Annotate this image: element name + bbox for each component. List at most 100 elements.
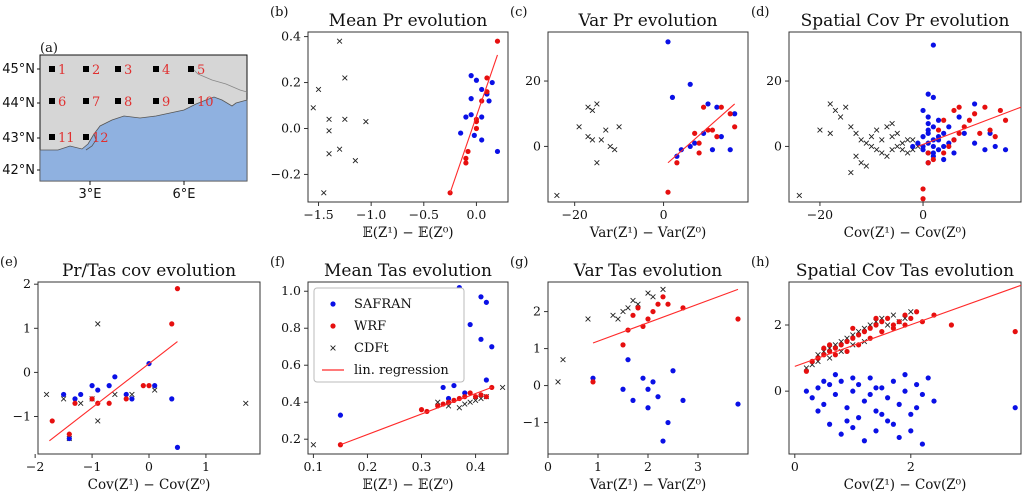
safran-point — [95, 387, 101, 393]
wrf-point — [902, 312, 908, 318]
safran-point — [890, 421, 897, 427]
safran-point — [670, 368, 676, 374]
x-tick-label: 0.0 — [466, 207, 486, 222]
cdft-point — [499, 384, 506, 391]
legend-label: SAFRAN — [354, 297, 412, 312]
wrf-point — [956, 104, 962, 110]
wrf-point — [66, 431, 72, 437]
safran-point — [620, 386, 626, 392]
cdft-point — [889, 133, 895, 140]
x-tick-label: 2 — [907, 459, 915, 474]
wrf-point — [418, 407, 425, 413]
wrf-point — [850, 325, 856, 331]
safran-point — [680, 397, 686, 403]
wrf-point — [705, 127, 711, 133]
wrf-point — [330, 323, 336, 329]
station-marker — [153, 66, 159, 72]
safran-point — [919, 441, 926, 447]
wrf-point — [844, 338, 850, 345]
lat-label: 42°N — [2, 163, 35, 178]
cdft-point — [77, 400, 84, 407]
wrf-point — [735, 316, 741, 322]
y-tick-label: 1 — [533, 341, 541, 356]
cdft-point — [336, 146, 343, 152]
cdft-point — [554, 192, 560, 199]
cdft-point — [363, 118, 369, 125]
panel-e: (e) Pr/Tas cov evolution −2 −1 0 1 −1 0 1 2 Cov(Z¹… — [0, 255, 261, 493]
wrf-point — [146, 383, 152, 389]
wrf-point — [925, 160, 931, 166]
safran-point — [925, 91, 931, 97]
cdft-point — [594, 101, 600, 107]
station-marker — [83, 98, 89, 104]
wrf-point — [645, 316, 651, 322]
wrf-point — [861, 329, 868, 335]
safran-point — [844, 405, 850, 411]
y-tick-label: 0.4 — [281, 29, 301, 44]
safran-point — [1012, 405, 1018, 411]
wrf-point — [467, 390, 473, 396]
cdft-point — [560, 356, 566, 363]
wrf-point — [1002, 117, 1009, 123]
lat-label: 45°N — [2, 62, 35, 77]
cdft-point — [848, 124, 854, 130]
plot-frame — [547, 31, 749, 203]
panel-label: (h) — [751, 255, 770, 270]
safran-point — [941, 130, 947, 136]
safran-point — [674, 153, 680, 159]
wrf-point — [650, 308, 656, 315]
x-tick-label: 0.1 — [303, 459, 323, 474]
wrf-point — [844, 348, 850, 355]
cdft-point — [868, 133, 875, 140]
cdft-point — [607, 143, 613, 150]
safran-point — [915, 140, 921, 146]
wrf-point — [696, 150, 702, 156]
regression-line — [667, 103, 736, 164]
cdft-point — [330, 345, 336, 351]
safran-point — [914, 405, 920, 411]
x-tick-label: 0.4 — [466, 459, 486, 474]
cdft-point — [890, 312, 897, 318]
station-label: 3 — [124, 63, 132, 78]
x-tick-label: 1 — [594, 459, 602, 474]
station-marker — [49, 134, 55, 140]
wrf-point — [473, 125, 480, 132]
safran-point — [925, 130, 931, 136]
x-tick-label: 1 — [202, 459, 210, 474]
map-panel-label: (a) — [40, 41, 58, 56]
x-tick-label: −20 — [807, 207, 833, 222]
wrf-point — [630, 312, 636, 318]
cdft-point — [598, 137, 605, 143]
x-axis-label: Cov(Z¹) − Cov(Z⁰) — [844, 225, 967, 241]
panel-title: Mean Tas evolution — [324, 261, 492, 281]
safran-point — [850, 424, 856, 431]
cdft-point — [889, 146, 895, 153]
station-marker — [83, 66, 89, 72]
wrf-point — [465, 148, 471, 155]
y-tick-label: −0.2 — [271, 166, 301, 181]
wrf-point — [925, 150, 931, 156]
wrf-point — [982, 104, 988, 110]
x-tick-label: −2 — [26, 459, 44, 474]
x-axis-label: 𝔼(Z¹) − 𝔼(Z⁰) — [362, 477, 453, 493]
safran-point — [655, 394, 661, 400]
safran-point — [494, 148, 501, 155]
legend-box — [313, 287, 465, 383]
wrf-point — [951, 107, 957, 114]
wrf-point — [838, 342, 844, 348]
safran-point — [129, 396, 135, 402]
panel-g: (g) Var Tas evolution 0 1 2 3 −1 0 1 2 Var(Z¹) − V… — [510, 255, 749, 493]
wrf-point — [484, 75, 490, 81]
wrf-point — [827, 348, 833, 355]
safran-point — [123, 391, 129, 398]
safran-point — [902, 388, 908, 394]
safran-point — [896, 434, 902, 441]
station-label: 8 — [124, 95, 132, 110]
scatter-panels: (b) Mean Pr evolution −1.5 −1.0 −0.5 0.0 −0.2 0… — [0, 5, 1022, 493]
cdft-point — [884, 322, 891, 328]
panel-title: Var Tas evolution — [573, 261, 722, 281]
cdft-point — [904, 137, 911, 143]
safran-point — [821, 378, 827, 384]
safran-point — [640, 375, 646, 381]
cdft-point — [660, 286, 666, 293]
